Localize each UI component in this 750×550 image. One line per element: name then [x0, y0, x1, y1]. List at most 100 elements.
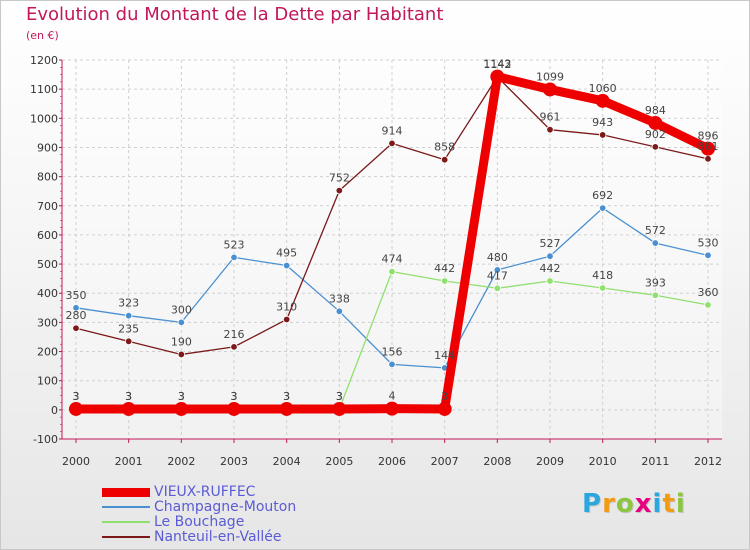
- legend-swatch: [102, 506, 150, 508]
- data-point: [546, 252, 554, 260]
- y-tick-label: 0: [51, 404, 58, 417]
- data-point: [598, 204, 607, 212]
- data-label: 310: [276, 300, 297, 313]
- data-label: 235: [118, 322, 139, 335]
- y-tick-label: 300: [37, 316, 58, 329]
- data-label: 861: [698, 140, 719, 153]
- data-label: 896: [698, 130, 719, 143]
- proxiti-logo: Proxiti: [582, 489, 686, 519]
- data-point: [490, 69, 505, 84]
- data-point: [335, 186, 344, 195]
- data-label: 190: [171, 335, 192, 348]
- logo-letter: P: [582, 489, 603, 519]
- data-point: [72, 304, 80, 312]
- y-tick-label: 900: [37, 141, 58, 154]
- data-label: 3: [73, 390, 80, 403]
- data-label: 527: [540, 237, 561, 250]
- plot-area: [62, 60, 722, 439]
- x-tick-label: 2004: [273, 455, 301, 468]
- data-point: [279, 401, 294, 416]
- data-label: 984: [645, 104, 666, 117]
- data-point: [388, 360, 396, 369]
- x-tick-label: 2010: [589, 455, 617, 468]
- data-label: 144: [434, 349, 455, 362]
- data-label: 1060: [589, 82, 617, 95]
- data-point: [230, 253, 238, 262]
- x-tick-label: 2002: [167, 455, 195, 468]
- legend-label: Le Bouchage: [154, 514, 245, 530]
- x-tick-label: 2011: [641, 455, 669, 468]
- data-point: [282, 315, 291, 324]
- data-label: 858: [434, 141, 455, 154]
- data-point: [388, 139, 396, 148]
- data-label: 523: [224, 238, 245, 251]
- data-label: 3: [283, 390, 290, 403]
- x-tick-label: 2009: [536, 455, 564, 468]
- data-label: 280: [66, 309, 87, 322]
- data-point: [174, 401, 189, 416]
- data-point: [230, 343, 238, 351]
- legend-item-vieux-ruffec: VIEUX-RUFFEC: [102, 485, 296, 500]
- data-label: 338: [329, 292, 350, 305]
- data-label: 4: [389, 390, 396, 403]
- data-point: [177, 318, 186, 327]
- data-label: 3: [231, 390, 238, 403]
- data-point: [493, 266, 502, 274]
- data-point: [72, 324, 80, 332]
- chart-title: Evolution du Montant de la Dette par Hab…: [26, 4, 444, 25]
- legend-item-nanteuil-en-vallee: Nanteuil-en-Vallée: [102, 530, 296, 545]
- data-label: 3: [441, 390, 448, 403]
- data-point: [651, 143, 660, 151]
- data-label: 3: [178, 390, 185, 403]
- logo-letter: i: [652, 489, 663, 519]
- data-label: 216: [224, 328, 245, 341]
- data-point: [704, 251, 712, 260]
- data-label: 3: [283, 390, 290, 403]
- data-point: [437, 401, 452, 416]
- legend-label: VIEUX-RUFFEC: [154, 484, 256, 500]
- data-point: [332, 401, 347, 416]
- legend-label: Champagne-Mouton: [154, 499, 297, 515]
- data-point: [388, 267, 396, 276]
- data-point: [704, 155, 712, 163]
- data-label: 417: [487, 269, 508, 282]
- legend-item-le-bouchage: Le Bouchage: [102, 515, 296, 530]
- y-tick-label: 1100: [30, 83, 58, 96]
- data-point: [124, 311, 133, 320]
- data-point: [124, 337, 133, 346]
- data-point: [282, 261, 291, 270]
- y-tick-label: 200: [37, 346, 58, 359]
- data-point: [121, 401, 136, 416]
- legend-swatch: [102, 521, 150, 523]
- data-label: 323: [118, 297, 139, 310]
- data-point: [546, 277, 554, 285]
- x-tick-label: 2001: [115, 455, 143, 468]
- legend-swatch: [102, 487, 150, 497]
- data-label: 3: [73, 390, 80, 403]
- data-point: [385, 401, 399, 416]
- data-label: 3: [125, 390, 132, 403]
- x-tick-label: 2006: [378, 455, 406, 468]
- x-tick-label: 2007: [431, 455, 459, 468]
- legend-label: Nanteuil-en-Vallée: [154, 529, 282, 545]
- data-label: 480: [487, 251, 508, 264]
- y-tick-label: 1000: [30, 112, 58, 125]
- data-point: [69, 401, 83, 416]
- x-tick-label: 2003: [220, 455, 248, 468]
- data-label: 3: [231, 390, 238, 403]
- x-tick-label: 2008: [483, 455, 511, 468]
- data-label: 692: [592, 189, 613, 202]
- y-tick-label: 600: [37, 229, 58, 242]
- data-point: [440, 277, 449, 285]
- data-point: [227, 401, 241, 416]
- data-point: [704, 301, 712, 309]
- logo-letter: t: [662, 489, 676, 519]
- chart-subtitle: (en €): [26, 29, 59, 42]
- data-label: 393: [645, 276, 666, 289]
- legend-swatch: [102, 536, 150, 538]
- data-label: 1099: [536, 70, 564, 83]
- data-label: 360: [698, 286, 719, 299]
- data-label: 530: [698, 236, 719, 249]
